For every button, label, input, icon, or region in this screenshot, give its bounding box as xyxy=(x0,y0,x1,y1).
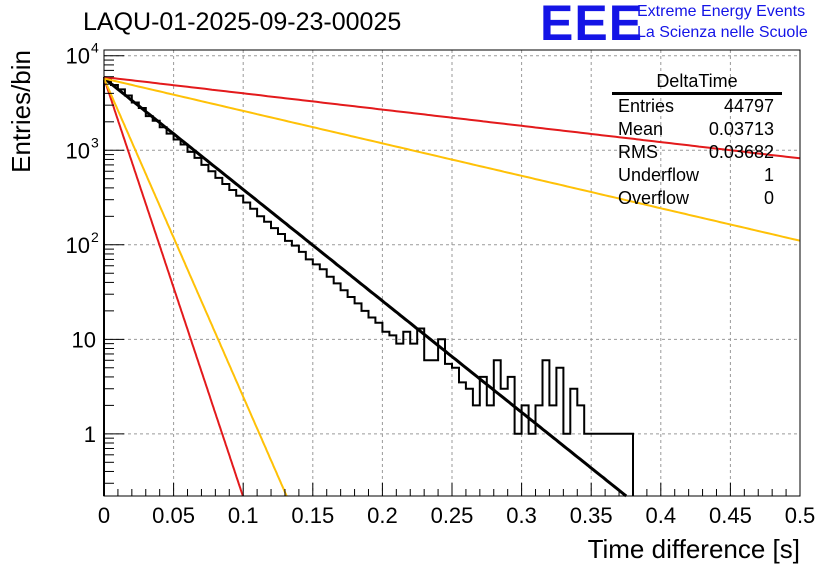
x-tick-label: 0.25 xyxy=(431,503,474,528)
y-tick-exponent: 2 xyxy=(91,229,99,245)
y-tick-label: 10 xyxy=(66,138,90,163)
x-axis-label: Time difference [s] xyxy=(588,534,800,564)
x-tick-label: 0.4 xyxy=(646,503,677,528)
stats-label: Entries xyxy=(618,96,675,116)
stats-value: 0.03682 xyxy=(708,142,774,162)
x-tick-label: 0.45 xyxy=(709,503,752,528)
y-tick-label: 10 xyxy=(66,44,90,69)
fit-curve-slow-orange xyxy=(103,77,801,242)
y-tick-exponent: 3 xyxy=(91,134,99,150)
stats-row-overflow: Overflow 0 xyxy=(612,187,782,210)
stats-value: 0 xyxy=(763,188,774,208)
x-tick-label: 0.2 xyxy=(367,503,398,528)
y-tick-label: 10 xyxy=(72,327,96,352)
eee-logo: EEE xyxy=(540,0,644,51)
y-axis-label: Entries/bin xyxy=(6,50,36,173)
stats-row-mean: Mean 0.03713 xyxy=(612,118,782,141)
stats-value: 1 xyxy=(763,165,774,185)
logo-line-1: Extreme Energy Events xyxy=(637,3,806,20)
run-title: LAQU-01-2025-09-23-00025 xyxy=(83,8,402,36)
x-tick-label: 0.35 xyxy=(570,503,613,528)
stats-row-underflow: Underflow 1 xyxy=(612,164,782,187)
stats-value: 0.03713 xyxy=(708,119,774,139)
x-tick-label: 0 xyxy=(98,503,110,528)
histogram-steps xyxy=(103,77,634,496)
stats-box: DeltaTime Entries 44797 Mean 0.03713 RMS 0.… xyxy=(612,70,782,210)
stats-label: Underflow xyxy=(618,165,700,185)
fit-curve-fast-orange xyxy=(103,78,288,497)
stats-label: RMS xyxy=(618,142,658,162)
axes: 0 0.05 0.1 0.15 0.2 0.25 0.3 0.35 0.4 0.45 0.51101… xyxy=(66,40,816,528)
x-tick-label: 0.3 xyxy=(506,503,537,528)
x-tick-label: 0.1 xyxy=(228,503,259,528)
x-tick-label: 0.05 xyxy=(152,503,195,528)
stats-title: DeltaTime xyxy=(612,70,782,95)
fit-curve-slow-red xyxy=(103,76,801,160)
stats-label: Overflow xyxy=(618,188,690,208)
fit-curve-fast-red xyxy=(103,77,244,497)
stats-row-entries: Entries 44797 xyxy=(612,95,782,118)
fit-curve-main-fit xyxy=(103,76,628,498)
grid-lines xyxy=(104,50,800,496)
y-tick-exponent: 4 xyxy=(91,40,99,56)
fit-curves xyxy=(103,76,801,498)
stats-label: Mean xyxy=(618,119,664,139)
x-tick-label: 0.15 xyxy=(291,503,334,528)
stats-row-rms: RMS 0.03682 xyxy=(612,141,782,164)
histogram xyxy=(103,77,634,496)
x-tick-label: 0.5 xyxy=(785,503,816,528)
y-tick-label: 1 xyxy=(84,422,96,447)
logo-line-2: La Scienza nelle Scuole xyxy=(637,24,808,41)
stats-value: 44797 xyxy=(723,96,774,116)
y-tick-label: 10 xyxy=(66,233,90,258)
